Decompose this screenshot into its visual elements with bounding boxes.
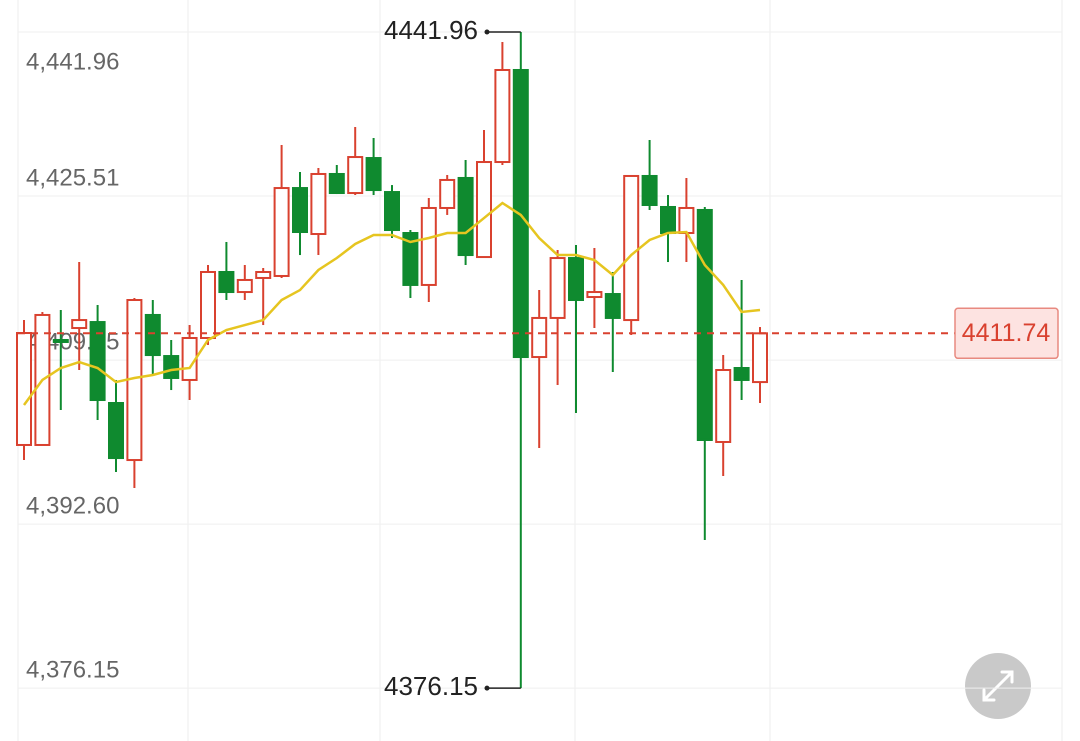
candle [144,300,161,375]
candle [457,160,474,266]
expand-button[interactable] [965,653,1031,719]
candle-body [641,174,658,206]
candle-body [660,205,676,235]
candle [16,320,32,461]
candle [420,198,437,303]
vertical-grid [17,0,1063,741]
candle-body [328,172,345,195]
candle [604,271,621,372]
candle-body [16,332,32,446]
candle-body [531,316,548,359]
candle-body [604,293,621,319]
candle-body [71,319,88,330]
candle [494,41,511,166]
expand-icon[interactable] [982,670,1014,702]
candle [71,262,88,371]
y-tick-label: 4,392.60 [26,492,119,519]
candle-body [420,206,437,286]
candle [733,279,750,401]
candle-body [457,176,474,257]
candle-body [163,355,180,379]
candle-body [365,157,382,192]
candle [641,139,658,210]
candle [292,171,308,256]
candle [384,185,400,238]
y-tick-label: 4,425.51 [26,164,119,191]
candle-body [715,369,732,443]
last-price-label: 4411.74 [962,319,1051,347]
candle-body [549,257,566,319]
candle-body [310,172,327,236]
candle-body [218,270,235,294]
moving-average-line [22,201,761,406]
candle-body [273,187,290,277]
candle [218,241,235,301]
candle-body [678,206,695,235]
candle-body [144,313,161,357]
candle [678,177,695,263]
candle [347,127,364,196]
candle-body [347,156,364,195]
min_low-label: 4376.15 [384,671,478,701]
candle-body [52,338,69,343]
candle [660,195,676,263]
candle [255,268,272,326]
candle [273,144,290,278]
candle-body [89,321,106,402]
candle-body [623,174,640,322]
candle [89,304,106,421]
candle-body [733,367,750,381]
candle [236,265,253,301]
candle-body [108,402,124,460]
y-tick-label: 4,441.96 [26,48,119,75]
max_high-marker-dot [484,29,490,35]
candle-body [568,257,584,302]
y-tick-label: 4,376.15 [26,657,119,684]
candle [549,250,566,386]
candle [200,265,216,345]
candle-body [696,208,713,441]
candle [752,327,768,404]
candle-body [200,270,216,339]
candle-body [586,291,603,299]
candle [163,339,180,391]
candle [34,311,51,446]
candle-body [236,278,253,294]
min_low-marker-dot [484,685,490,691]
candle [476,130,492,259]
candle [365,137,382,196]
candle [568,244,584,413]
candle-body [476,161,492,259]
candle [126,298,143,489]
candle-body [494,68,511,164]
candle [328,165,345,195]
candle-body [402,232,419,286]
max_high-label: 4441.96 [384,15,478,45]
candle [108,379,124,472]
last-price-tag [954,307,1059,360]
candle [715,355,732,476]
candle [531,290,548,448]
candle [439,174,456,215]
candle-body [255,270,272,279]
candle-body [384,191,400,232]
candle-body [439,178,456,209]
candle-body [752,332,768,384]
candle [310,168,327,256]
candle-body [292,187,308,234]
candle [52,309,69,410]
